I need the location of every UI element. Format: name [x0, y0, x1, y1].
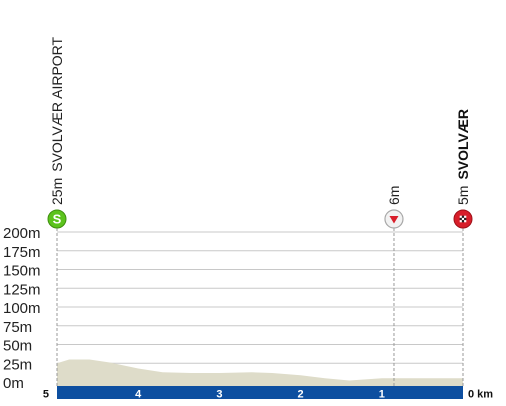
grid-layer — [57, 231, 463, 383]
x-tick-label: 0 km — [468, 389, 493, 401]
start-circle — [47, 209, 67, 229]
marker-altitude: 25m — [49, 178, 65, 205]
terrain-area — [57, 359, 463, 386]
start-icon: S — [47, 209, 67, 229]
y-tick-label: 50m — [3, 338, 32, 355]
y-tick-label: 25m — [3, 356, 32, 373]
flag-square — [459, 217, 462, 221]
marker-layer: S 25m SVOLVÆR AIRPORT 6m 5m SVOLVÆR — [47, 36, 473, 386]
x-tick-label: 4 — [135, 389, 142, 401]
triangle-shape — [389, 216, 399, 224]
y-tick-label: 125m — [3, 281, 41, 298]
y-tick-label: 175m — [3, 244, 41, 261]
flag-square — [464, 215, 467, 218]
terrain-layer — [57, 359, 463, 386]
marker-altitude: 5m — [455, 186, 471, 205]
triangle-down-icon — [384, 209, 404, 229]
y-tick-label: 75m — [3, 319, 32, 336]
marker-label: 6m — [386, 186, 402, 205]
flag-square — [459, 215, 462, 218]
y-tick-label: 100m — [3, 300, 41, 317]
marker-name: SVOLVÆR AIRPORT — [49, 36, 65, 171]
marker-label: 25m SVOLVÆR AIRPORT — [49, 36, 65, 205]
flag-square — [461, 215, 465, 218]
y-tick-label: 150m — [3, 263, 41, 280]
x-tick-label: 1 — [379, 389, 385, 401]
y-tick-label: 200m — [3, 225, 41, 242]
flag-square — [459, 220, 462, 223]
km-bar: 5 4 3 2 1 0 km — [43, 386, 493, 401]
marker-label: 5m SVOLVÆR — [455, 109, 471, 205]
flag-square — [461, 217, 465, 221]
flag-square — [464, 217, 467, 221]
marker-name: SVOLVÆR — [455, 109, 471, 180]
flag-square — [461, 220, 465, 223]
x-tick-label: 3 — [216, 389, 222, 401]
km-bar-fill — [57, 386, 463, 399]
x-tick-label: 2 — [298, 389, 304, 401]
x-tick-label: 5 — [43, 389, 49, 401]
flag-square — [464, 220, 467, 223]
finish-flag-icon — [453, 209, 473, 229]
marker-altitude: 6m — [386, 186, 402, 205]
y-tick-label: 0m — [3, 375, 24, 392]
start-symbol: S — [53, 212, 62, 227]
